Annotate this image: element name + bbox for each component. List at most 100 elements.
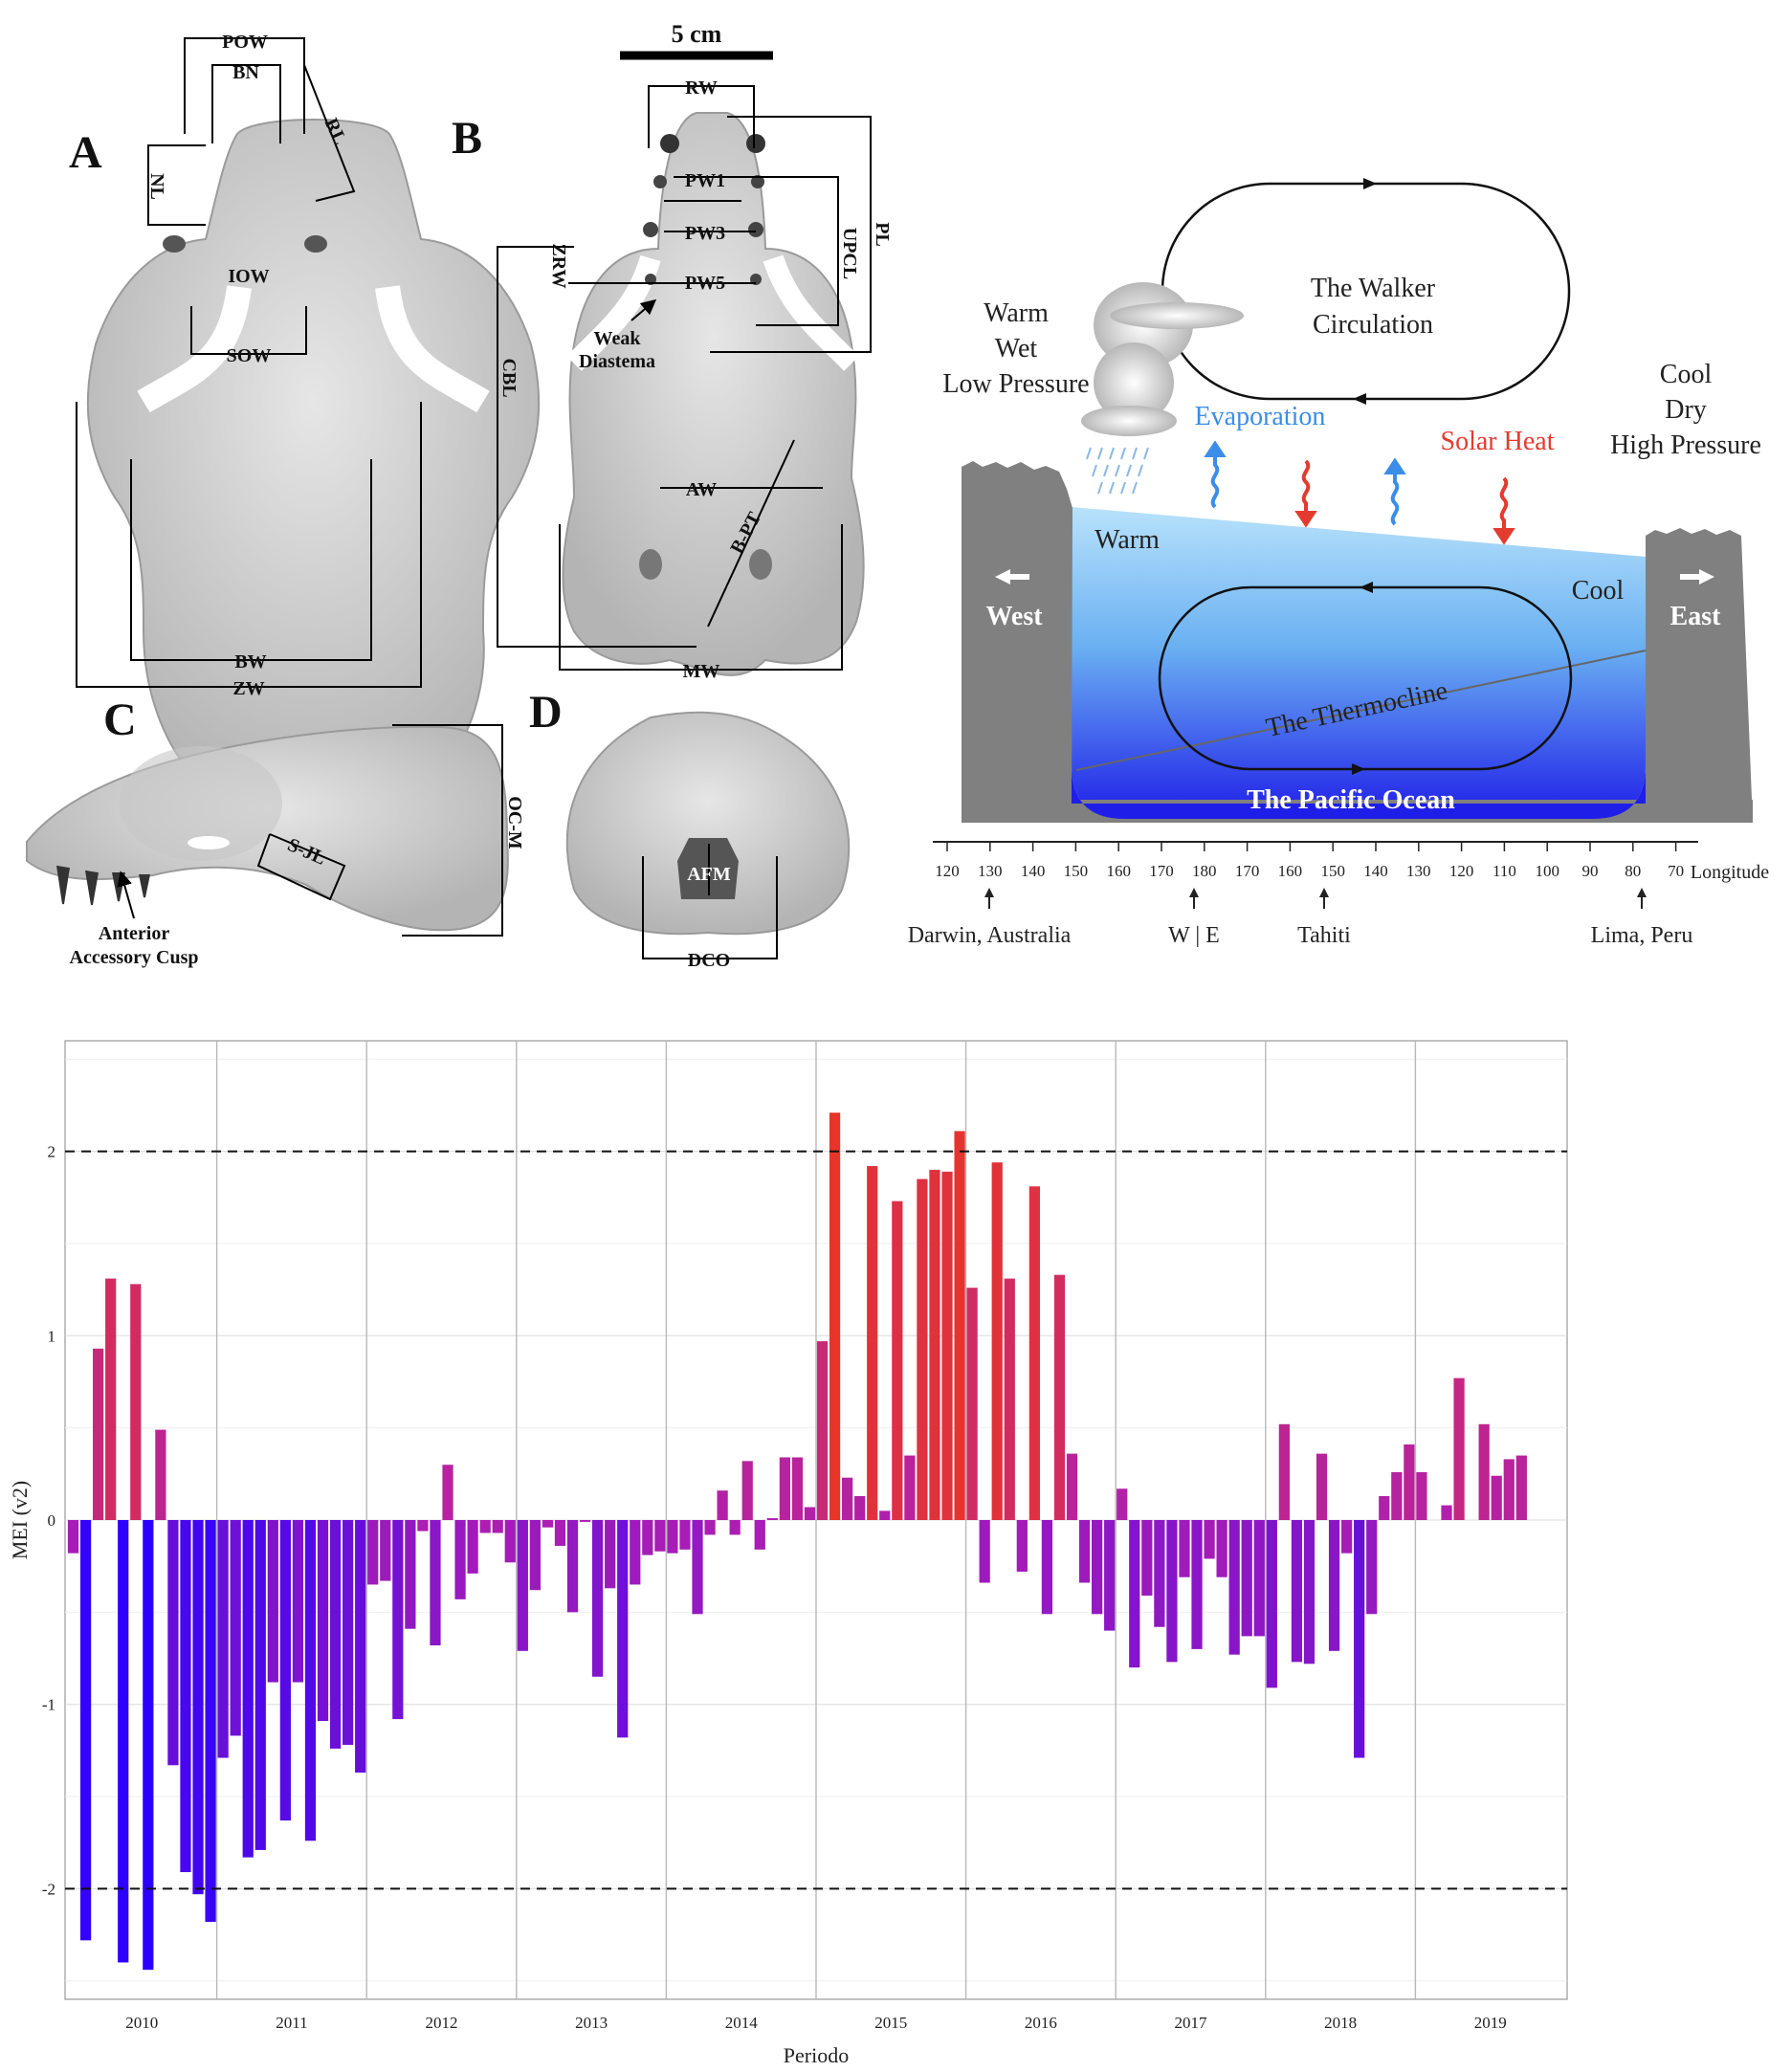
label-cusp-line2: Accessory Cusp — [70, 947, 199, 968]
mei-bar — [1291, 1520, 1303, 1663]
label-weak-line1: Weak — [594, 328, 642, 349]
y-tick-label: -2 — [42, 1880, 55, 1898]
mei-bar — [430, 1520, 441, 1646]
mei-bar — [667, 1520, 678, 1554]
mei-bar — [329, 1520, 342, 1749]
mei-bar — [242, 1520, 254, 1858]
mei-bar — [1366, 1520, 1378, 1615]
longitude-tick-label: 160 — [1278, 862, 1303, 880]
mei-bar — [566, 1520, 579, 1613]
panel-d-letter: D — [529, 687, 563, 738]
solar-heat-label: Solar Heat — [1441, 427, 1555, 456]
mei-bar — [617, 1520, 629, 1738]
walker-title-line1: The Walker — [1311, 274, 1436, 303]
east-climate-line2: Dry — [1665, 395, 1707, 425]
mei-bar — [1216, 1520, 1227, 1577]
panel-d-annotations — [642, 844, 778, 959]
panel-c-annotations — [256, 724, 503, 937]
longitude-tick-label: 90 — [1582, 862, 1599, 880]
mei-bar — [929, 1169, 940, 1520]
mei-bar — [492, 1520, 503, 1533]
mei-bar — [1166, 1520, 1178, 1663]
mei-bar — [630, 1520, 641, 1585]
mei-bar — [1004, 1278, 1015, 1520]
mei-bar — [292, 1520, 304, 1683]
skull-figure: 5 cm A POW BN RL NL IOW SOW BW ZW — [26, 20, 893, 971]
mei-bar — [192, 1520, 204, 1895]
east-climate-line3: High Pressure — [1610, 430, 1761, 460]
ocean-name-label: The Pacific Ocean — [1247, 785, 1455, 815]
mei-bar — [1266, 1520, 1277, 1688]
label-upcl: UPCL — [839, 228, 860, 279]
mei-bar — [155, 1429, 166, 1520]
chart-y-ticks: -2 -1 0 1 2 — [42, 1143, 55, 1899]
longitude-places: Darwin, Australia W | E Tahiti Lima, Peru — [908, 888, 1692, 948]
longitude-tick-label: 180 — [1192, 862, 1217, 880]
longitude-tick-label: 120 — [1449, 862, 1474, 880]
mei-bar — [1204, 1520, 1215, 1559]
mei-bar — [741, 1461, 753, 1520]
mei-bar — [829, 1113, 841, 1520]
y-tick-label: -1 — [42, 1696, 55, 1714]
label-pw5: PW5 — [685, 273, 725, 294]
label-cbl: CBL — [498, 358, 520, 397]
longitude-tick-label: 140 — [1363, 862, 1388, 880]
longitude-tick-label: 110 — [1492, 862, 1516, 880]
skull-occipital-view — [565, 711, 851, 936]
longitude-tick-label: 80 — [1625, 862, 1641, 880]
mei-bar — [1391, 1471, 1403, 1520]
mei-bar — [1092, 1520, 1103, 1615]
mei-bar — [854, 1495, 866, 1520]
mei-bar — [1416, 1471, 1427, 1520]
label-rw: RW — [685, 77, 718, 99]
x-tick-label: 2018 — [1324, 2014, 1357, 2032]
mei-bar — [1241, 1520, 1252, 1637]
mei-bar — [118, 1520, 129, 1963]
longitude-tick-label: 150 — [1320, 862, 1345, 880]
mei-bar — [105, 1278, 117, 1520]
mei-bar — [1053, 1274, 1066, 1520]
mei-bar — [679, 1520, 691, 1550]
place-label: Darwin, Australia — [908, 923, 1072, 948]
ocean-cool-label: Cool — [1572, 576, 1625, 606]
label-sow: SOW — [227, 345, 272, 366]
mei-bar — [1154, 1520, 1165, 1627]
chart-bars — [67, 1113, 1527, 1971]
mei-bar — [479, 1520, 491, 1533]
mei-bar — [254, 1520, 266, 1850]
east-arrow-icon — [1680, 569, 1714, 584]
label-ocm: OC-M — [504, 796, 525, 849]
mei-chart: -2 -1 0 1 2 2010 2011 2012 2013 2014 2015 2016 2017… — [8, 1040, 1568, 2067]
cloud-icon — [1081, 282, 1244, 495]
longitude-tick-label: 140 — [1021, 862, 1046, 880]
mei-bar — [1129, 1520, 1140, 1668]
mei-bar — [605, 1520, 616, 1589]
x-tick-label: 2012 — [426, 2014, 458, 2032]
mei-bar — [1404, 1444, 1415, 1520]
mei-bar — [442, 1465, 453, 1520]
mei-bar — [879, 1510, 891, 1520]
chart-x-axis-label: Periodo — [784, 2043, 849, 2067]
mei-bar — [343, 1520, 354, 1746]
mei-bar — [654, 1520, 666, 1552]
mei-bar — [717, 1490, 728, 1520]
west-climate-line1: Warm — [984, 298, 1049, 328]
x-tick-label: 2015 — [874, 2014, 907, 2032]
east-landmass — [1646, 528, 1753, 823]
mei-bar — [454, 1520, 466, 1599]
longitude-tick-label: 120 — [935, 862, 960, 880]
label-afm: AFM — [687, 864, 731, 885]
x-tick-label: 2013 — [575, 2014, 608, 2032]
chart-y-axis-label: MEI (v2) — [8, 1481, 32, 1559]
mei-bar — [380, 1520, 391, 1581]
scale-bar-label: 5 cm — [672, 20, 722, 48]
evaporation-arrows — [1204, 440, 1406, 526]
mei-bar — [1117, 1488, 1128, 1520]
mei-bar — [167, 1520, 179, 1766]
longitude-tick-label: 170 — [1149, 862, 1174, 880]
mei-bar — [1191, 1520, 1203, 1649]
mei-bar — [405, 1520, 416, 1629]
mei-bar — [417, 1520, 429, 1532]
mei-bar — [904, 1455, 916, 1520]
mei-bar — [1228, 1520, 1240, 1655]
